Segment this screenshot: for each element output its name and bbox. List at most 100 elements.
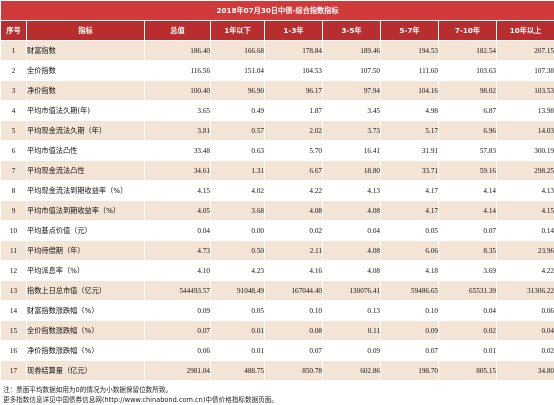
indicator-name: 财富指数涨跌幅（%）	[27, 301, 145, 321]
value-cell: 544493.57	[145, 281, 211, 301]
row-number: 1	[1, 41, 27, 61]
value-cell: 5.17	[381, 121, 439, 141]
value-cell: 167044.40	[265, 281, 323, 301]
row-number: 16	[1, 341, 27, 361]
value-cell: 3.69	[439, 261, 497, 281]
value-cell: 4.14	[439, 181, 497, 201]
value-cell: 4.98	[381, 101, 439, 121]
value-cell: 4.22	[497, 261, 554, 281]
indicator-name: 指数上日总市值（亿元）	[27, 281, 145, 301]
value-cell: 0.01	[211, 341, 265, 361]
value-cell: 194.53	[381, 41, 439, 61]
value-cell: 6.96	[439, 121, 497, 141]
column-header: 7-10年	[439, 21, 497, 41]
value-cell: 33.71	[381, 161, 439, 181]
table-title: 2018年07月30日中债-综合指数指标	[1, 1, 554, 21]
value-cell: 96.90	[211, 81, 265, 101]
value-cell: 96.17	[265, 81, 323, 101]
value-cell: 98.02	[439, 81, 497, 101]
value-cell: 805.15	[439, 361, 497, 381]
value-cell: 91048.49	[211, 281, 265, 301]
value-cell: 0.06	[497, 301, 554, 321]
value-cell: 31.91	[381, 141, 439, 161]
indicator-name: 全价指数涨跌幅（%）	[27, 321, 145, 341]
row-number: 7	[1, 161, 27, 181]
value-cell: 4.08	[323, 241, 381, 261]
value-cell: 6.67	[265, 161, 323, 181]
value-cell: 104.53	[265, 61, 323, 81]
value-cell: 0.02	[439, 321, 497, 341]
value-cell: 34.61	[145, 161, 211, 181]
column-header: 指标	[27, 21, 145, 41]
row-number: 2	[1, 61, 27, 81]
value-cell: 4.08	[323, 201, 381, 221]
value-cell: 0.01	[439, 341, 497, 361]
value-cell: 4.15	[145, 181, 211, 201]
value-cell: 186.40	[145, 41, 211, 61]
value-cell: 0.07	[265, 341, 323, 361]
value-cell: 3.81	[145, 121, 211, 141]
value-cell: 0.09	[381, 321, 439, 341]
indicator-name: 平均现金流法凸性	[27, 161, 145, 181]
value-cell: 4.15	[497, 201, 554, 221]
value-cell: 6.06	[381, 241, 439, 261]
value-cell: 4.13	[323, 181, 381, 201]
value-cell: 0.05	[211, 301, 265, 321]
indicator-name: 平均现金流法久期（年）	[27, 121, 145, 141]
value-cell: 0.04	[323, 221, 381, 241]
value-cell: 31306.22	[497, 281, 554, 301]
indicator-name: 平均待偿期（年）	[27, 241, 145, 261]
value-cell: 34.80	[497, 361, 554, 381]
value-cell: 0.11	[323, 321, 381, 341]
value-cell: 0.06	[145, 341, 211, 361]
value-cell: 198.70	[381, 361, 439, 381]
value-cell: 0.09	[323, 341, 381, 361]
value-cell: 6.87	[439, 101, 497, 121]
row-number: 12	[1, 261, 27, 281]
value-cell: 23.96	[497, 241, 554, 261]
value-cell: 18.80	[323, 161, 381, 181]
value-cell: 151.04	[211, 61, 265, 81]
value-cell: 0.10	[381, 301, 439, 321]
row-number: 6	[1, 141, 27, 161]
row-number: 5	[1, 121, 27, 141]
value-cell: 0.07	[145, 321, 211, 341]
value-cell: 0.04	[497, 321, 554, 341]
value-cell: 14.03	[497, 121, 554, 141]
column-header: 1-3年	[265, 21, 323, 41]
value-cell: 4.73	[145, 241, 211, 261]
column-header: 5-7年	[381, 21, 439, 41]
value-cell: 4.02	[211, 181, 265, 201]
value-cell: 4.08	[265, 201, 323, 221]
value-cell: 8.35	[439, 241, 497, 261]
value-cell: 57.83	[439, 141, 497, 161]
value-cell: 4.17	[381, 201, 439, 221]
value-cell: 3.65	[145, 101, 211, 121]
row-number: 9	[1, 201, 27, 221]
indicator-name: 平均市值法到期收益率（%）	[27, 201, 145, 221]
value-cell: 3.45	[323, 101, 381, 121]
row-number: 11	[1, 241, 27, 261]
value-cell: 59486.65	[381, 281, 439, 301]
value-cell: 0.08	[265, 321, 323, 341]
value-cell: 298.25	[497, 161, 554, 181]
indicator-name: 平均市值法久期(年)	[27, 101, 145, 121]
value-cell: 0.02	[497, 341, 554, 361]
row-number: 15	[1, 321, 27, 341]
value-cell: 2981.04	[145, 361, 211, 381]
column-header: 10年以上	[497, 21, 554, 41]
value-cell: 0.57	[211, 121, 265, 141]
row-number: 4	[1, 101, 27, 121]
value-cell: 4.22	[265, 181, 323, 201]
indicator-name: 净价指数涨跌幅（%）	[27, 341, 145, 361]
